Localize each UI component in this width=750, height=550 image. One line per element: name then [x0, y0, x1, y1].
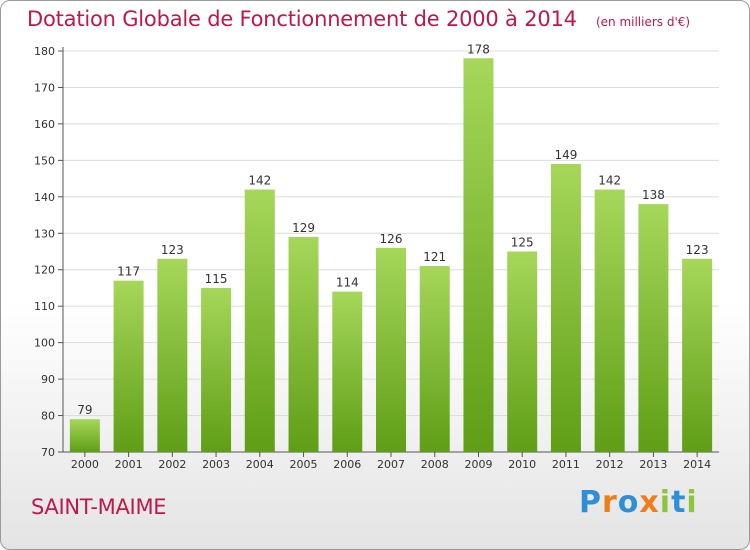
logo-letter: P: [579, 485, 602, 520]
bar-2014: [682, 258, 713, 452]
data-label-2006: 114: [336, 276, 359, 290]
chart-title-row: Dotation Globale de Fonctionnement de 20…: [27, 7, 690, 31]
y-tick-label: 180: [34, 45, 55, 58]
x-tick-label-2013: 2013: [639, 458, 667, 471]
data-labels: 79 117 123 115 142 129 114 126 121 178 125 149 142 13…: [77, 42, 708, 417]
data-label-2002: 123: [161, 243, 184, 257]
bar-2009: [463, 58, 494, 453]
data-label-2007: 126: [380, 232, 403, 246]
y-tick-label: 160: [34, 118, 55, 131]
commune-name: SAINT-MAIME: [31, 495, 167, 519]
bar-2001: [113, 280, 144, 452]
y-tick-labels: 70 80 90 100 110 120 130 140 150 160 170 180: [34, 45, 55, 459]
bar-2008: [419, 266, 450, 452]
x-tick-label-2012: 2012: [596, 458, 624, 471]
y-tick-label: 170: [34, 81, 55, 94]
x-tick-label-2011: 2011: [552, 458, 580, 471]
x-tick-label-2009: 2009: [464, 458, 492, 471]
y-tick-label: 120: [34, 264, 55, 277]
chart-title: Dotation Globale de Fonctionnement de 20…: [27, 7, 577, 31]
y-tick-label: 110: [34, 300, 55, 313]
bar-2003: [201, 287, 232, 452]
data-label-2010: 125: [511, 236, 534, 250]
x-tick-label-2014: 2014: [683, 458, 711, 471]
x-tick-label-2000: 2000: [71, 458, 99, 471]
bars: [69, 58, 713, 453]
bar-2005: [288, 236, 319, 452]
data-label-2009: 178: [467, 42, 490, 56]
data-label-2005: 129: [292, 221, 315, 235]
y-tick-label: 70: [41, 446, 55, 459]
y-tick-label: 80: [41, 410, 55, 423]
bar-2010: [507, 251, 538, 452]
bar-2007: [376, 247, 406, 452]
proxiti-logo: Proxiti: [579, 485, 698, 520]
x-tick-label-2002: 2002: [158, 458, 186, 471]
x-tick-labels: 2000 2001 2002 2003 2004 2005 2006 2007 2008 2009…: [71, 452, 711, 471]
bar-2011: [550, 164, 581, 452]
x-tick-label-2008: 2008: [421, 458, 449, 471]
logo-letter: i: [686, 485, 698, 520]
logo-letter: x: [639, 485, 660, 520]
data-label-2003: 115: [205, 272, 228, 286]
logo-letter: t: [671, 485, 687, 520]
x-tick-label-2003: 2003: [202, 458, 230, 471]
data-label-2000: 79: [77, 403, 92, 417]
y-tick-label: 150: [34, 154, 55, 167]
x-tick-label-2001: 2001: [115, 458, 143, 471]
bar-2012: [594, 189, 625, 452]
data-label-2011: 149: [554, 148, 577, 162]
x-tick-label-2010: 2010: [508, 458, 536, 471]
data-label-2014: 123: [686, 243, 709, 257]
logo-letter: o: [617, 485, 640, 520]
x-tick-label-2005: 2005: [290, 458, 318, 471]
x-tick-label-2004: 2004: [246, 458, 274, 471]
y-tick-label: 100: [34, 337, 55, 350]
data-label-2004: 142: [248, 174, 271, 188]
y-tick-label: 140: [34, 191, 55, 204]
data-label-2008: 121: [423, 250, 446, 264]
bar-2002: [157, 258, 188, 452]
y-tick-label: 90: [41, 373, 55, 386]
logo-letter: r: [602, 485, 618, 520]
bar-2000: [69, 419, 100, 452]
y-tick-label: 130: [34, 227, 55, 240]
x-tick-label-2007: 2007: [377, 458, 405, 471]
unit-label: (en milliers d'€): [595, 15, 691, 29]
bar-2006: [332, 291, 363, 452]
data-label-2001: 117: [117, 265, 140, 279]
data-label-2012: 142: [598, 174, 621, 188]
bar-2004: [244, 189, 275, 452]
data-label-2013: 138: [642, 188, 665, 202]
x-tick-label-2006: 2006: [333, 458, 361, 471]
logo-letter: i: [659, 485, 672, 520]
bar-2013: [638, 204, 669, 452]
